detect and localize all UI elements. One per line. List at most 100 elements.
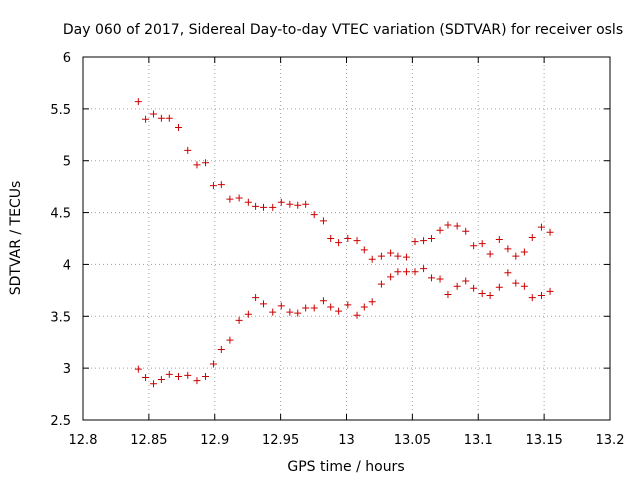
data-point-upper	[478, 240, 486, 248]
data-point-upper	[520, 248, 528, 256]
data-point-lower	[235, 316, 243, 324]
x-tick-label: 12.85	[130, 433, 167, 448]
data-point-lower	[444, 291, 452, 299]
data-point-lower	[286, 308, 294, 316]
data-point-lower	[368, 298, 376, 306]
data-point-upper	[420, 237, 428, 245]
data-point-upper	[402, 253, 410, 261]
x-axis-label: GPS time / hours	[287, 459, 404, 475]
data-point-lower	[528, 294, 536, 302]
x-tick-label: 13.05	[394, 433, 431, 448]
data-point-lower	[175, 372, 183, 380]
data-point-lower	[495, 283, 503, 291]
data-point-upper	[453, 222, 461, 230]
data-point-lower	[202, 372, 210, 380]
data-point-lower	[193, 377, 201, 385]
data-point-upper	[470, 242, 478, 250]
data-point-lower	[294, 309, 302, 317]
x-axis-ticks: 12.8 12.85 12.9 12.95 13 13.05 13.1 13.15 13.2	[69, 57, 625, 448]
data-point-upper	[344, 235, 352, 242]
y-tick-label: 3.5	[50, 310, 71, 325]
data-point-upper	[310, 211, 318, 219]
data-point-upper	[427, 235, 435, 242]
data-point-lower	[310, 304, 318, 312]
data-point-upper	[294, 201, 302, 209]
chart-title: Day 060 of 2017, Sidereal Day-to-day VTE…	[63, 22, 623, 38]
data-point-upper	[244, 198, 252, 206]
data-point-lower	[149, 380, 157, 388]
data-point-upper	[149, 110, 157, 118]
data-point-upper	[209, 182, 217, 190]
data-point-upper	[319, 217, 327, 225]
data-point-upper	[462, 227, 470, 235]
data-point-upper	[394, 252, 402, 260]
data-point-lower	[478, 289, 486, 297]
y-axis-ticks: 2.5 3 3.5 4 4.5 5 5.5 6	[50, 51, 610, 429]
data-point-upper	[335, 239, 343, 247]
data-point-upper	[528, 233, 536, 241]
data-points	[134, 98, 554, 388]
data-point-upper	[157, 114, 165, 122]
data-point-lower	[269, 308, 277, 316]
data-point-upper	[269, 203, 277, 211]
data-point-upper	[142, 115, 150, 123]
data-point-lower	[436, 275, 444, 283]
x-tick-label: 12.95	[262, 433, 299, 448]
data-point-upper	[202, 159, 210, 167]
y-axis-label: SDTVAR / TECUs	[8, 181, 24, 296]
data-point-upper	[537, 223, 545, 231]
data-point-upper	[368, 255, 376, 263]
data-point-lower	[387, 273, 395, 281]
data-point-upper	[411, 238, 419, 246]
data-point-upper	[277, 198, 285, 206]
y-tick-label: 4.5	[50, 207, 71, 222]
data-point-upper	[235, 194, 243, 202]
data-point-lower	[134, 365, 142, 373]
y-tick-label: 5	[63, 155, 71, 170]
data-point-upper	[165, 114, 173, 122]
x-tick-label: 13.1	[464, 433, 493, 448]
data-point-upper	[217, 181, 225, 189]
data-point-upper	[436, 226, 444, 234]
data-point-lower	[520, 282, 528, 290]
data-point-lower	[512, 279, 520, 287]
data-point-upper	[377, 252, 385, 260]
y-tick-label: 4	[63, 258, 71, 273]
data-point-upper	[134, 98, 142, 106]
grid-lines	[83, 57, 610, 420]
data-point-lower	[157, 376, 165, 384]
data-point-lower	[411, 268, 419, 276]
data-point-upper	[360, 246, 368, 254]
data-point-upper	[504, 245, 512, 253]
data-point-lower	[302, 304, 310, 312]
data-point-upper	[259, 203, 267, 211]
data-point-lower	[427, 274, 435, 282]
data-point-lower	[327, 303, 335, 311]
data-point-lower	[184, 371, 192, 379]
data-point-upper	[184, 146, 192, 154]
data-point-upper	[495, 236, 503, 244]
y-tick-label: 6	[63, 51, 71, 66]
data-point-lower	[244, 310, 252, 318]
data-point-upper	[486, 250, 494, 258]
x-tick-label: 13.2	[596, 433, 625, 448]
y-tick-label: 5.5	[50, 103, 71, 118]
data-point-lower	[259, 300, 267, 308]
data-point-lower	[394, 268, 402, 276]
x-tick-label: 13	[338, 433, 355, 448]
data-point-lower	[277, 302, 285, 310]
data-point-upper	[444, 221, 452, 229]
data-point-lower	[209, 360, 217, 368]
data-point-lower	[353, 311, 361, 319]
data-point-lower	[504, 269, 512, 277]
data-point-lower	[470, 284, 478, 292]
x-tick-label: 12.9	[200, 433, 229, 448]
data-point-lower	[546, 287, 554, 295]
data-point-upper	[175, 124, 183, 132]
data-point-lower	[335, 307, 343, 315]
data-point-upper	[302, 200, 310, 208]
data-point-lower	[217, 345, 225, 353]
data-point-lower	[462, 277, 470, 285]
data-point-upper	[512, 252, 520, 260]
data-point-lower	[319, 297, 327, 305]
